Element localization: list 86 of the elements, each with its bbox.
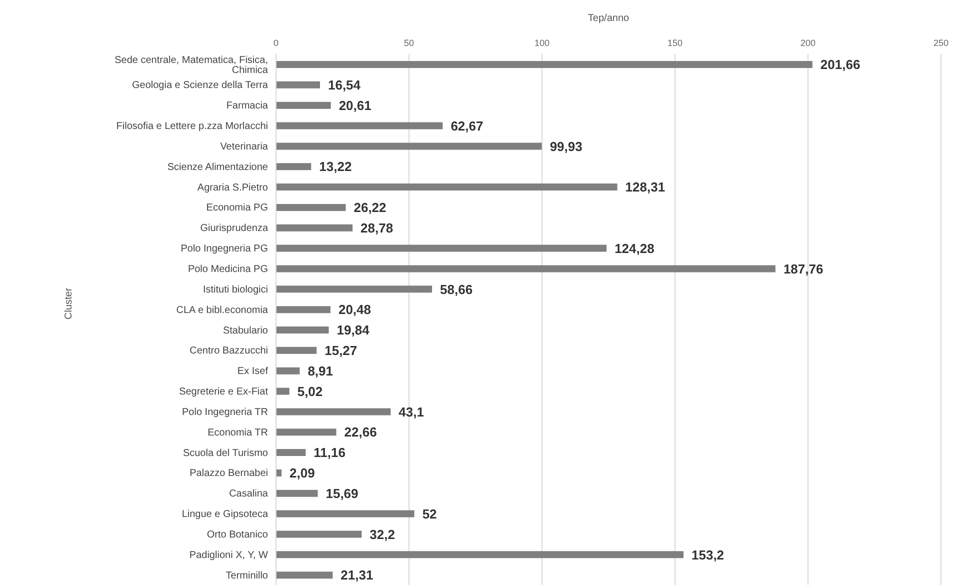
bar <box>276 61 812 68</box>
data-label: 11,16 <box>314 445 346 460</box>
y-tick-label: Farmacia <box>226 100 268 112</box>
data-label: 128,31 <box>625 180 666 195</box>
x-axis-title: Tep/anno <box>588 13 630 24</box>
y-tick-label: Stabulario <box>222 325 268 336</box>
bar <box>276 224 353 232</box>
bar <box>276 184 618 191</box>
data-label: 28,78 <box>360 220 394 236</box>
y-tick-label: Polo Medicina PG <box>188 264 268 275</box>
y-tick-label: Veterinaria <box>220 141 268 152</box>
bar <box>276 244 607 252</box>
bar <box>276 469 282 476</box>
y-tick-label: Polo Ingegneria TR <box>182 406 268 418</box>
data-label: 22,66 <box>344 424 377 440</box>
data-label: 52 <box>422 506 437 522</box>
data-label: 8,91 <box>308 363 334 378</box>
data-label: 99,93 <box>550 138 582 154</box>
bar <box>276 367 300 374</box>
data-label: 43,1 <box>398 404 424 420</box>
bar <box>276 530 362 538</box>
bar <box>276 122 443 130</box>
bar <box>276 204 346 211</box>
x-tick-label: 150 <box>667 38 683 48</box>
y-tick-label: Lingue e Gipsoteca <box>182 509 268 520</box>
bar <box>276 490 318 497</box>
data-label: 20,61 <box>338 98 372 113</box>
data-label: 58,66 <box>440 282 473 297</box>
y-tick-label: Centro Bazzucchi <box>190 346 268 357</box>
y-tick-label: Polo Ingegneria PG <box>180 244 268 255</box>
y-tick-label: CLA e bibl.economia <box>176 304 268 316</box>
data-label: 20,48 <box>338 302 372 318</box>
data-label: 62,67 <box>450 118 484 134</box>
bar <box>276 388 290 395</box>
y-axis-title: Cluster <box>64 287 75 320</box>
x-tick-label: 100 <box>534 38 550 48</box>
data-label: 153,2 <box>692 547 724 562</box>
y-tick-label: Agraria S.Pietro <box>197 182 268 194</box>
data-label: 124,28 <box>614 240 654 256</box>
data-label: 32,2 <box>370 526 395 542</box>
bar <box>276 326 329 334</box>
bar <box>276 408 391 416</box>
data-label: 201,66 <box>820 57 860 72</box>
data-label: 2,09 <box>290 466 315 481</box>
bar <box>276 265 776 272</box>
bar <box>276 428 336 436</box>
y-tick-label: Scienze Alimentazione <box>167 162 268 173</box>
data-label: 21,31 <box>340 568 374 583</box>
bar <box>276 102 331 109</box>
y-tick-label: Segreterie e Ex-Fiat <box>179 386 268 398</box>
data-label: 5,02 <box>297 384 323 399</box>
data-label: 15,69 <box>326 486 358 501</box>
x-tick-label: 0 <box>273 38 279 48</box>
data-label: 15,27 <box>324 343 358 358</box>
bar <box>276 346 317 354</box>
y-tick-label: Padiglioni X, Y, W <box>189 550 269 561</box>
bar <box>276 449 306 456</box>
data-label: 16,54 <box>328 78 362 93</box>
y-tick-label: Casalina <box>229 488 268 500</box>
bar <box>276 286 432 293</box>
y-tick-label: Filosofia e Lettere p.zza Morlacchi <box>116 121 268 132</box>
x-tick-label: 200 <box>800 38 816 48</box>
data-label: 26,22 <box>354 200 386 216</box>
bar <box>276 306 330 314</box>
y-tick-label: Scuola del Turismo <box>182 448 268 459</box>
bar <box>276 572 333 579</box>
data-label: 13,22 <box>319 159 352 174</box>
x-tick-label: 50 <box>404 38 414 48</box>
data-label: 19,84 <box>336 322 370 338</box>
bar <box>276 551 684 558</box>
y-tick-label: Istituti biologici <box>202 284 268 296</box>
y-tick-label: Economia TR <box>208 427 268 438</box>
y-tick-label: Ex Isef <box>237 366 268 378</box>
y-tick-label: Terminillo <box>226 570 268 582</box>
bar <box>276 510 414 518</box>
y-tick-label: Giurisprudenza <box>200 223 268 234</box>
bar <box>276 163 312 170</box>
y-tick-label: Palazzo Bernabei <box>190 468 268 480</box>
y-tick-label: Geologia e Scienze della Terra <box>132 80 268 92</box>
y-tick-label: Economia PG <box>206 202 268 214</box>
bar <box>276 81 320 88</box>
y-tick-label: Sede centrale, Matematica, Fisica, Chimica <box>114 54 268 76</box>
bar <box>276 142 542 150</box>
data-label: 187,76 <box>783 261 824 276</box>
x-tick-label: 250 <box>933 38 949 48</box>
y-tick-label: Orto Botanico <box>206 529 268 540</box>
